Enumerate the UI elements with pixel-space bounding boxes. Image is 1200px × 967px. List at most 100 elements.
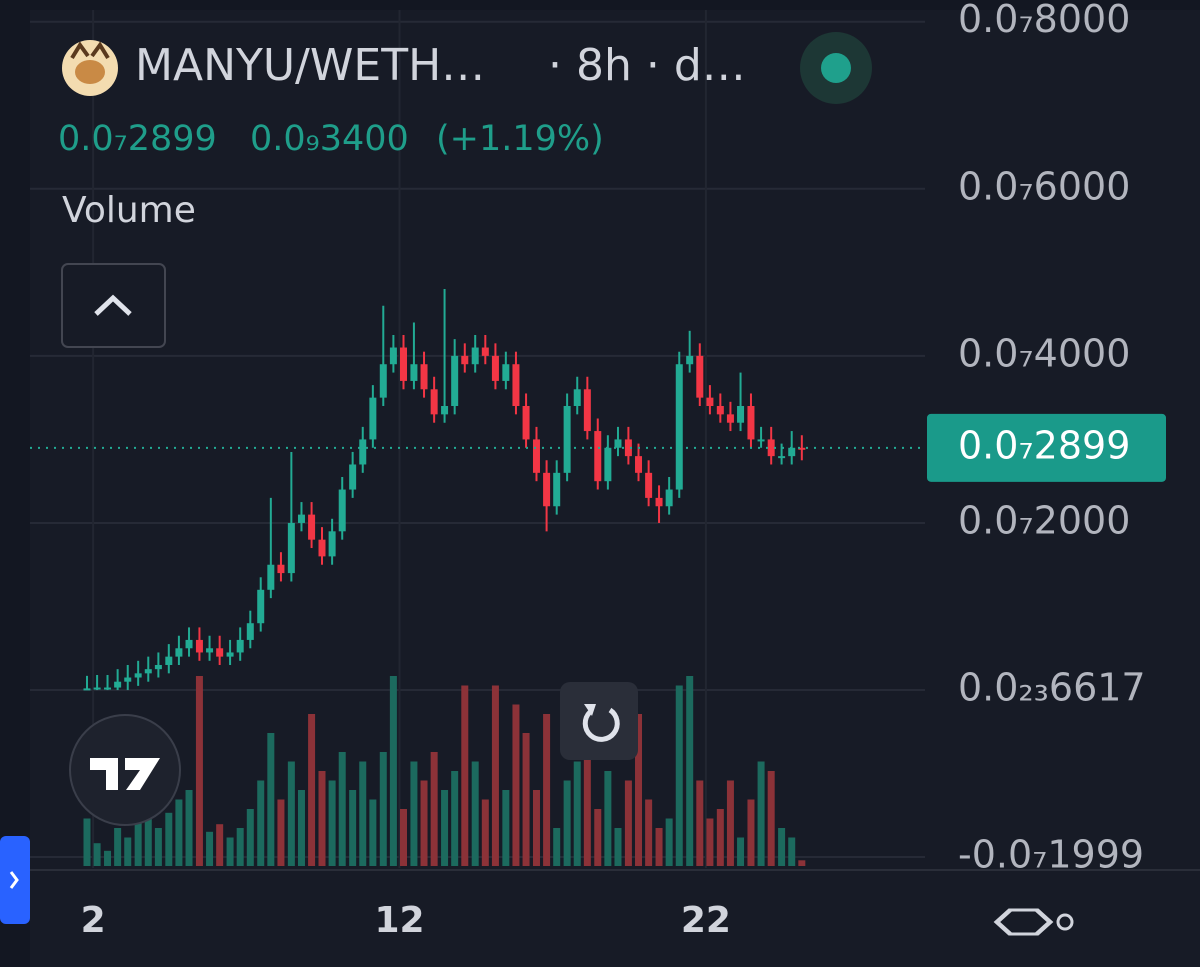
candle-body [277, 564, 285, 574]
volume-bar [726, 780, 734, 866]
volume-bar [686, 676, 694, 866]
candle-body [359, 439, 367, 465]
y-tick-label: 0.0₇8000 [958, 0, 1130, 41]
candle-body [420, 364, 428, 390]
volume-bar [297, 790, 305, 866]
candle-body [747, 406, 755, 440]
panel [30, 10, 1200, 967]
volume-bar [624, 780, 632, 866]
candle-body [737, 406, 745, 423]
candle-body [430, 389, 438, 415]
candle-body [257, 589, 265, 624]
volume-bar [491, 685, 499, 866]
y-tick-label: 0.0₇2000 [958, 498, 1130, 542]
header-change: 0.0₉3400 [250, 119, 409, 159]
volume-bar [553, 828, 561, 866]
volume-bar [185, 790, 193, 866]
candle-body [543, 472, 551, 507]
volume-bar [216, 824, 224, 866]
candle-body [287, 522, 295, 574]
y-tick-label: -0.0₇1999 [958, 833, 1144, 877]
volume-bar [144, 809, 152, 866]
candle-body [410, 364, 418, 381]
candle-body [104, 687, 112, 690]
volume-bar [277, 799, 285, 866]
side-tab-arrow [9, 871, 19, 889]
volume-bar [798, 860, 806, 866]
candle-body [726, 414, 734, 423]
candle-body [226, 652, 234, 657]
volume-bar [778, 828, 786, 866]
y-tick-label: 0.0₇4000 [958, 331, 1130, 375]
volume-bar [502, 790, 510, 866]
candle-body [778, 456, 786, 459]
candle-body [308, 514, 316, 540]
candle-body [532, 439, 540, 473]
volume-bar [175, 799, 183, 866]
status-dot [821, 53, 851, 83]
volume-bar [226, 837, 234, 866]
volume-bar [563, 780, 571, 866]
candle-body [491, 355, 499, 381]
candle-body [328, 531, 336, 557]
volume-bar [604, 771, 612, 866]
volume-bar [308, 714, 316, 866]
candle-body [614, 439, 622, 448]
volume-bar [338, 752, 346, 866]
volume-bar [583, 685, 591, 866]
candle-body [481, 347, 489, 356]
candle-body [124, 677, 132, 682]
candle-body [246, 623, 254, 640]
volume-bar [267, 733, 275, 866]
volume-bar [165, 812, 173, 866]
volume-bar [246, 809, 254, 866]
last-price-label: 0.0₇2899 [958, 423, 1130, 467]
candle-body [379, 364, 387, 398]
candle-body [573, 389, 581, 406]
volume-bar [737, 837, 745, 866]
side-tab[interactable] [0, 836, 30, 924]
candle-body [134, 673, 142, 678]
volume-bar [379, 752, 387, 866]
volume-bar [655, 828, 663, 866]
y-tick-label: 0.0₇6000 [958, 164, 1130, 208]
volume-bar [471, 761, 479, 866]
volume-bar [389, 676, 397, 866]
x-tick-label: 12 [374, 900, 424, 941]
candle-body [594, 431, 602, 482]
volume-bar [573, 761, 581, 866]
volume-bar [236, 828, 244, 866]
candle-body [338, 489, 346, 532]
candle-body [675, 364, 683, 490]
reset-button[interactable] [560, 682, 638, 760]
candle-body [624, 439, 632, 457]
candle-body [635, 456, 643, 473]
candle-body [318, 539, 326, 557]
candle-body [441, 406, 449, 415]
candle-body [563, 406, 571, 473]
volume-bar [675, 685, 683, 866]
x-tick-label: 2 [81, 900, 106, 941]
candle-body [144, 669, 152, 674]
volume-bar [369, 799, 377, 866]
volume-bar [410, 761, 418, 866]
candle-body [767, 439, 775, 457]
candle-body [369, 397, 377, 440]
volume-bar [512, 704, 520, 866]
logo-mark [90, 758, 160, 790]
candle-body [154, 664, 162, 670]
volume-bar [481, 799, 489, 866]
settings-icon[interactable] [993, 908, 1054, 936]
candle-body [349, 464, 357, 490]
x-tick-label: 22 [681, 900, 731, 941]
candle-body [216, 648, 224, 657]
candle-body [788, 447, 796, 457]
volume-bar [400, 809, 408, 866]
collapse-button[interactable] [61, 263, 166, 348]
volume-bar [635, 714, 643, 866]
candle-body [553, 472, 561, 507]
volume-bar [318, 771, 326, 866]
volume-bar [359, 761, 367, 866]
candle-body [512, 364, 520, 406]
